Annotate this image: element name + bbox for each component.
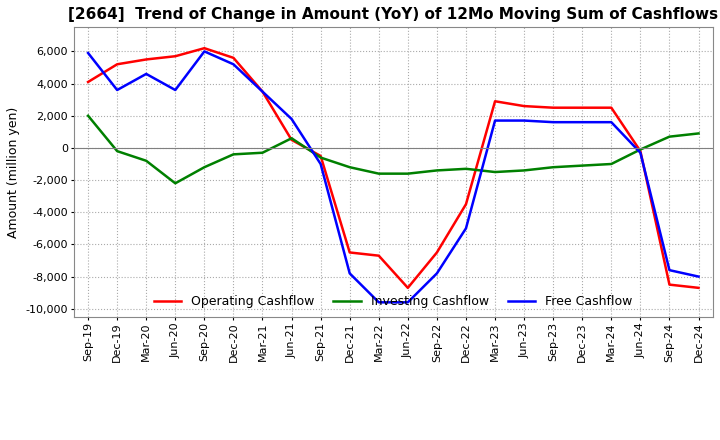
Free Cashflow xyxy=(491,118,500,123)
Investing Cashflow xyxy=(462,166,470,172)
Free Cashflow xyxy=(200,49,209,54)
Free Cashflow xyxy=(433,271,441,276)
Investing Cashflow xyxy=(433,168,441,173)
Title: [2664]  Trend of Change in Amount (YoY) of 12Mo Moving Sum of Cashflows: [2664] Trend of Change in Amount (YoY) o… xyxy=(68,7,719,22)
Free Cashflow xyxy=(84,50,92,55)
Operating Cashflow xyxy=(665,282,674,287)
Operating Cashflow xyxy=(403,285,412,290)
Operating Cashflow xyxy=(171,54,179,59)
Investing Cashflow xyxy=(607,161,616,167)
Investing Cashflow xyxy=(636,147,644,152)
Free Cashflow xyxy=(520,118,528,123)
Operating Cashflow xyxy=(142,57,150,62)
Investing Cashflow xyxy=(665,134,674,139)
Operating Cashflow xyxy=(374,253,383,258)
Investing Cashflow xyxy=(403,171,412,176)
Line: Investing Cashflow: Investing Cashflow xyxy=(88,116,698,183)
Investing Cashflow xyxy=(491,169,500,175)
Investing Cashflow xyxy=(142,158,150,163)
Investing Cashflow xyxy=(346,165,354,170)
Operating Cashflow xyxy=(113,62,122,67)
Free Cashflow xyxy=(665,268,674,273)
Operating Cashflow xyxy=(229,55,238,60)
Investing Cashflow xyxy=(578,163,587,168)
Operating Cashflow xyxy=(549,105,557,110)
Investing Cashflow xyxy=(229,152,238,157)
Free Cashflow xyxy=(346,271,354,276)
Line: Free Cashflow: Free Cashflow xyxy=(88,51,698,302)
Investing Cashflow xyxy=(84,113,92,118)
Operating Cashflow xyxy=(578,105,587,110)
Free Cashflow xyxy=(287,116,296,121)
Free Cashflow xyxy=(694,274,703,279)
Operating Cashflow xyxy=(462,202,470,207)
Investing Cashflow xyxy=(113,148,122,154)
Investing Cashflow xyxy=(549,165,557,170)
Operating Cashflow xyxy=(316,153,325,158)
Operating Cashflow xyxy=(636,148,644,154)
Free Cashflow xyxy=(462,226,470,231)
Operating Cashflow xyxy=(346,250,354,255)
Free Cashflow xyxy=(229,62,238,67)
Free Cashflow xyxy=(142,71,150,77)
Investing Cashflow xyxy=(374,171,383,176)
Investing Cashflow xyxy=(171,181,179,186)
Free Cashflow xyxy=(607,120,616,125)
Operating Cashflow xyxy=(607,105,616,110)
Operating Cashflow xyxy=(287,137,296,143)
Operating Cashflow xyxy=(694,285,703,290)
Investing Cashflow xyxy=(287,136,296,141)
Investing Cashflow xyxy=(694,131,703,136)
Investing Cashflow xyxy=(316,155,325,160)
Free Cashflow xyxy=(171,88,179,93)
Line: Operating Cashflow: Operating Cashflow xyxy=(88,48,698,288)
Operating Cashflow xyxy=(200,46,209,51)
Operating Cashflow xyxy=(491,99,500,104)
Free Cashflow xyxy=(636,150,644,155)
Investing Cashflow xyxy=(258,150,267,155)
Operating Cashflow xyxy=(84,79,92,84)
Free Cashflow xyxy=(403,300,412,305)
Free Cashflow xyxy=(374,300,383,305)
Free Cashflow xyxy=(258,89,267,94)
Free Cashflow xyxy=(549,120,557,125)
Operating Cashflow xyxy=(520,103,528,109)
Investing Cashflow xyxy=(520,168,528,173)
Legend: Operating Cashflow, Investing Cashflow, Free Cashflow: Operating Cashflow, Investing Cashflow, … xyxy=(149,290,638,313)
Investing Cashflow xyxy=(200,165,209,170)
Free Cashflow xyxy=(316,161,325,167)
Operating Cashflow xyxy=(433,250,441,255)
Free Cashflow xyxy=(578,120,587,125)
Operating Cashflow xyxy=(258,89,267,94)
Free Cashflow xyxy=(113,88,122,93)
Y-axis label: Amount (million yen): Amount (million yen) xyxy=(7,106,20,238)
